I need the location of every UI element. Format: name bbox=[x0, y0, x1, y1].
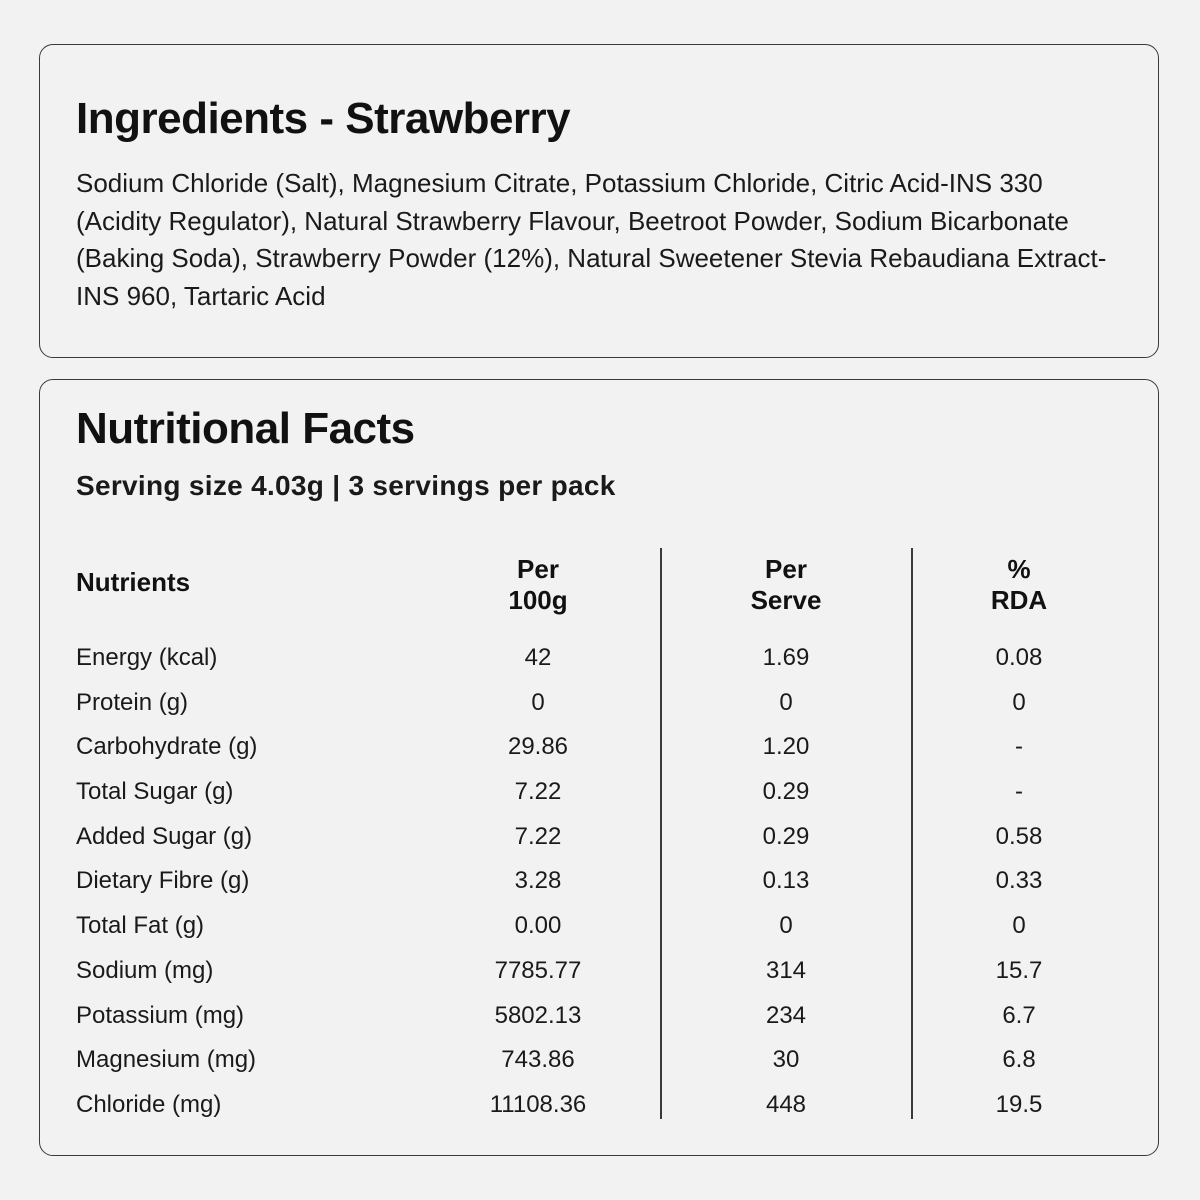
value-per-100g: 7785.77 bbox=[494, 956, 582, 984]
value-per-100g: 29.86 bbox=[507, 733, 569, 761]
value-rda: 6.8 bbox=[1002, 1046, 1036, 1074]
nutrient-name: Potassium (mg) bbox=[76, 1001, 245, 1029]
value-per-serve: 0.29 bbox=[762, 778, 810, 806]
nutrient-name: Energy (kcal) bbox=[76, 644, 218, 671]
value-per-serve: 234 bbox=[765, 1001, 807, 1029]
nutrition-title: Nutritional Facts bbox=[76, 404, 415, 453]
table-row: Magnesium (mg) 743.86 30 6.8 bbox=[40, 1038, 1160, 1083]
column-divider bbox=[911, 548, 913, 1119]
table-row: Chloride (mg) 11108.36 448 19.5 bbox=[40, 1083, 1160, 1128]
table-row: Dietary Fibre (g) 3.28 0.13 0.33 bbox=[40, 859, 1160, 904]
header-per-100g: Per 100g bbox=[438, 554, 638, 616]
value-rda: 0 bbox=[1012, 688, 1026, 716]
header-per-serve-line2: Serve bbox=[750, 585, 822, 615]
ingredients-list: Sodium Chloride (Salt), Magnesium Citrat… bbox=[76, 168, 1107, 311]
header-nutrients: Nutrients bbox=[76, 567, 191, 597]
table-row: Added Sugar (g) 7.22 0.29 0.58 bbox=[40, 815, 1160, 860]
table-row: Carbohydrate (g) 29.86 1.20 - bbox=[40, 725, 1160, 770]
table-row: Total Sugar (g) 7.22 0.29 - bbox=[40, 770, 1160, 815]
nutrient-name: Dietary Fibre (g) bbox=[76, 867, 250, 895]
ingredients-title: Ingredients - Strawberry bbox=[76, 94, 571, 143]
value-rda: - bbox=[1015, 778, 1023, 806]
value-per-100g: 7.22 bbox=[514, 822, 562, 850]
value-per-100g: 3.28 bbox=[514, 867, 562, 895]
value-per-100g: 5802.13 bbox=[494, 1001, 582, 1029]
value-per-serve: 0.13 bbox=[762, 867, 810, 895]
value-per-serve: 0 bbox=[779, 688, 793, 716]
value-rda: 0 bbox=[1012, 912, 1026, 940]
value-rda: - bbox=[1015, 733, 1023, 761]
nutrient-name: Total Sugar (g) bbox=[76, 778, 234, 806]
value-per-serve: 0 bbox=[779, 912, 793, 940]
value-rda: 6.7 bbox=[1002, 1001, 1036, 1029]
value-per-100g: 42 bbox=[524, 644, 552, 671]
table-header: Nutrients Per 100g Per Serve % RDA bbox=[40, 548, 1160, 628]
value-per-100g: 0.00 bbox=[514, 912, 562, 940]
value-rda: 0.08 bbox=[995, 644, 1043, 671]
header-rda-line2: RDA bbox=[990, 585, 1048, 615]
value-per-serve: 448 bbox=[765, 1090, 807, 1118]
column-divider bbox=[660, 548, 662, 1119]
value-per-serve: 1.69 bbox=[762, 644, 810, 671]
value-per-serve: 0.29 bbox=[762, 822, 810, 850]
serving-size: Serving size 4.03g | 3 servings per pack bbox=[76, 470, 616, 501]
nutrient-name: Total Fat (g) bbox=[76, 912, 205, 940]
value-per-serve: 1.20 bbox=[762, 733, 810, 761]
value-per-100g: 0 bbox=[531, 688, 545, 716]
value-rda: 0.58 bbox=[995, 822, 1043, 850]
table-row: Total Fat (g) 0.00 0 0 bbox=[40, 904, 1160, 949]
nutrient-name: Magnesium (mg) bbox=[76, 1046, 257, 1074]
nutrient-name: Protein (g) bbox=[76, 688, 189, 716]
value-per-100g: 743.86 bbox=[501, 1046, 575, 1074]
table-row: Potassium (mg) 5802.13 234 6.7 bbox=[40, 994, 1160, 1039]
value-rda: 19.5 bbox=[995, 1090, 1043, 1118]
nutrient-name: Carbohydrate (g) bbox=[76, 733, 258, 761]
table-row: Sodium (mg) 7785.77 314 15.7 bbox=[40, 949, 1160, 994]
table-row: Energy (kcal) 42 1.69 0.08 bbox=[40, 636, 1160, 681]
value-rda: 0.33 bbox=[995, 867, 1043, 895]
value-per-serve: 30 bbox=[772, 1046, 800, 1074]
table-body: Energy (kcal) 42 1.69 0.08 Protein (g) 0… bbox=[40, 636, 1160, 1128]
nutrition-card: Nutritional Facts Serving size 4.03g | 3… bbox=[39, 379, 1159, 1156]
value-per-100g: 7.22 bbox=[514, 778, 562, 806]
nutrient-name: Added Sugar (g) bbox=[76, 822, 253, 850]
nutrient-name: Sodium (mg) bbox=[76, 956, 214, 984]
header-per-serve-line1: Per bbox=[765, 554, 807, 584]
value-per-100g: 11108.36 bbox=[489, 1090, 587, 1118]
header-per-serve: Per Serve bbox=[686, 554, 886, 616]
header-rda: % RDA bbox=[919, 554, 1119, 616]
value-rda: 15.7 bbox=[995, 956, 1043, 984]
nutrient-name: Chloride (mg) bbox=[76, 1090, 222, 1118]
table-row: Protein (g) 0 0 0 bbox=[40, 681, 1160, 726]
header-rda-line1: % bbox=[1007, 554, 1031, 584]
header-per-100g-line2: 100g bbox=[508, 585, 568, 615]
header-per-100g-line1: Per bbox=[517, 554, 559, 584]
ingredients-card: Ingredients - Strawberry Sodium Chloride… bbox=[39, 44, 1159, 358]
value-per-serve: 314 bbox=[765, 956, 807, 984]
